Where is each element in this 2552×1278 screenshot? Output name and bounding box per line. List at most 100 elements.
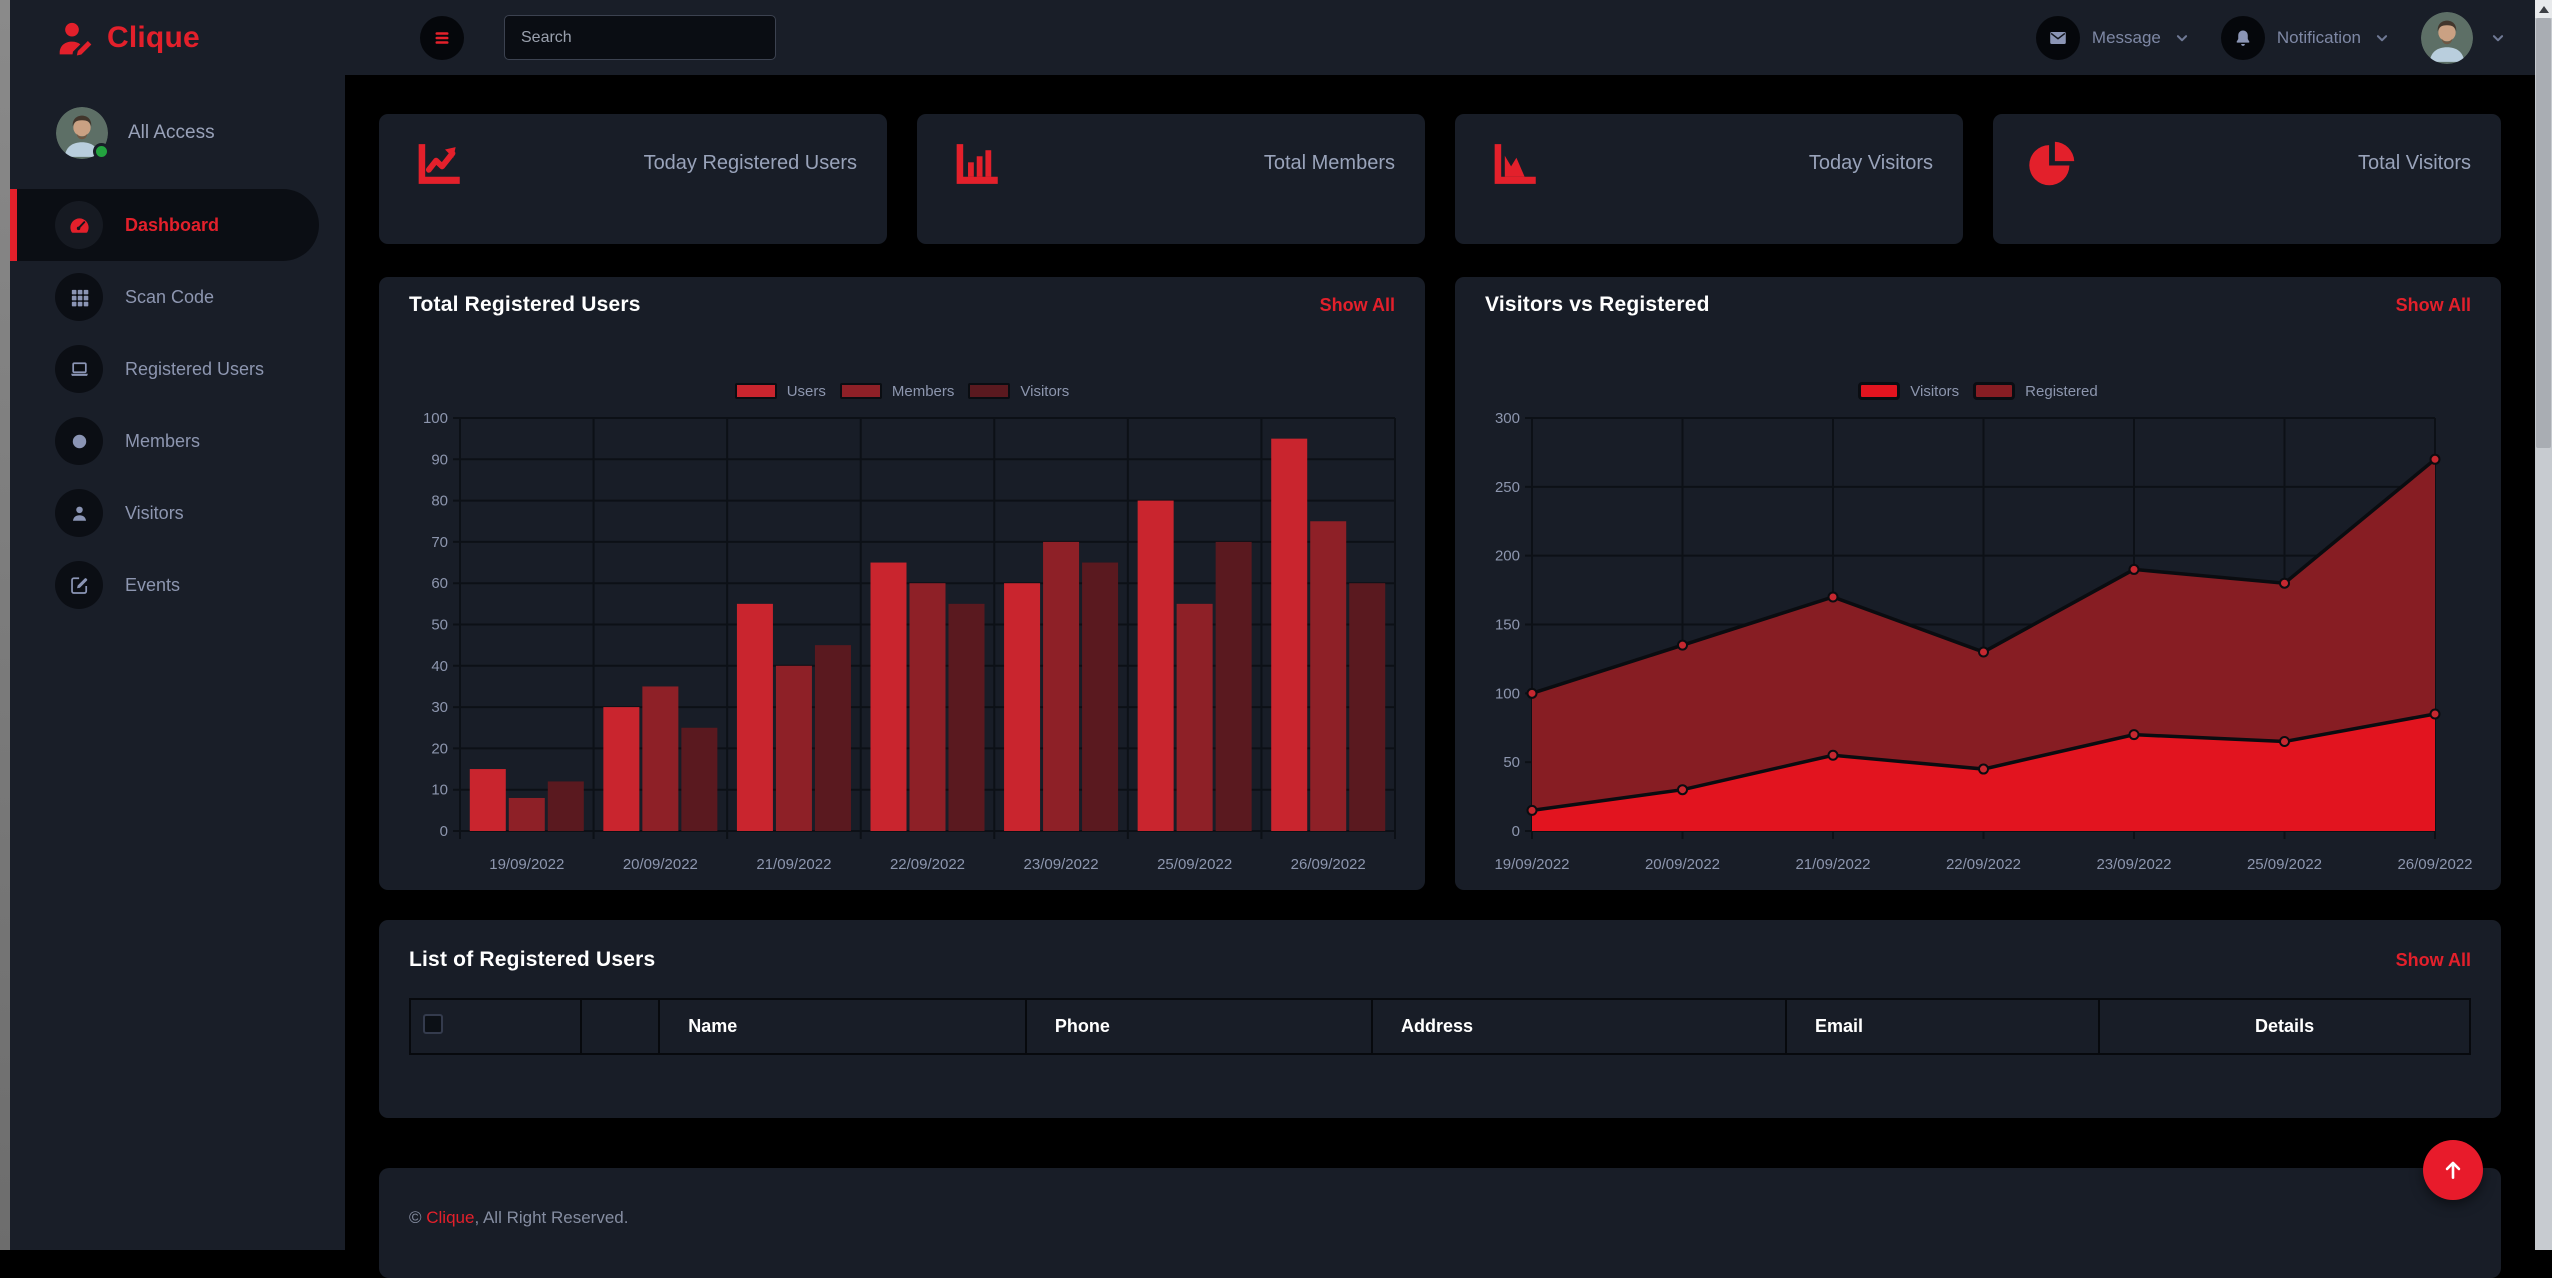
table-title: List of Registered Users — [409, 948, 656, 971]
select-all-checkbox[interactable] — [423, 1014, 443, 1034]
legend-label: Registered — [2025, 382, 2098, 400]
bar-chart-icon — [947, 135, 1005, 193]
table-header-select — [409, 998, 582, 1055]
svg-text:26/09/2022: 26/09/2022 — [1291, 856, 1366, 873]
sidebar-item-dashboard[interactable]: Dashboard — [10, 189, 319, 261]
window-edge-strip — [0, 0, 10, 1250]
svg-text:200: 200 — [1495, 548, 1520, 565]
sidebar-item-label: Dashboard — [125, 214, 220, 235]
svg-text:50: 50 — [431, 617, 448, 634]
svg-text:23/09/2022: 23/09/2022 — [2096, 856, 2171, 873]
sidebar-item-members[interactable]: Members — [10, 405, 345, 477]
stat-card-today-visitors[interactable]: Today Visitors — [1455, 114, 1963, 244]
stat-card-label: Total Members — [1263, 152, 1395, 174]
sidebar-item-scan-code[interactable]: Scan Code — [10, 261, 345, 333]
menu-toggle-button[interactable] — [420, 15, 464, 60]
area-chart: 0 50 100 150 200 250 300 19/09/2022 20/09/2022 21… — [1494, 410, 2472, 873]
sidebar-item-label: Visitors — [125, 502, 184, 523]
laptop-icon — [55, 345, 103, 393]
table-header-label: Address — [1400, 1016, 1474, 1036]
table-header-phone: Phone — [1024, 998, 1373, 1055]
charts-row: Total Registered Users Show All Users Mem… — [379, 277, 2501, 890]
svg-text:21/09/2022: 21/09/2022 — [1795, 856, 1870, 873]
message-label: Message — [2091, 27, 2161, 47]
chevron-down-icon — [2373, 29, 2391, 47]
brand[interactable]: Clique — [55, 18, 380, 58]
svg-text:21/09/2022: 21/09/2022 — [756, 856, 831, 873]
legend-item-registered[interactable]: Registered — [1973, 382, 2098, 400]
chart-title: Visitors vs Registered — [1485, 293, 1710, 316]
total-registered-users-chart-card: Total Registered Users Show All Users Mem… — [379, 277, 1425, 890]
svg-text:20/09/2022: 20/09/2022 — [1645, 856, 1720, 873]
stat-card-total-visitors[interactable]: Total Visitors — [1993, 114, 2501, 244]
legend-item-visitors[interactable]: Visitors — [1858, 382, 1959, 400]
sidebar-menu: Dashboard Scan Code Registered Users Member… — [10, 189, 345, 621]
bell-icon — [2220, 15, 2265, 60]
dot-icon — [55, 417, 103, 465]
gauge-icon — [55, 201, 103, 249]
svg-text:22/09/2022: 22/09/2022 — [890, 856, 965, 873]
brand-name: Clique — [107, 20, 200, 54]
stat-card-label: Today Registered Users — [643, 152, 857, 174]
bar-chart: 0 10 20 30 40 50 60 70 80 90 100 19/09/2022 20/09/20… — [423, 410, 1396, 873]
svg-text:80: 80 — [431, 493, 448, 510]
legend-swatch — [839, 383, 882, 399]
user-menu[interactable] — [2421, 11, 2507, 64]
legend-item-members[interactable]: Members — [839, 383, 954, 400]
svg-text:150: 150 — [1495, 617, 1520, 634]
registered-users-table-card: List of Registered Users Show All Name Ph… — [379, 920, 2501, 1118]
show-all-link[interactable]: Show All — [2395, 294, 2471, 315]
legend-label: Visitors — [1910, 382, 1960, 400]
visitors-vs-registered-chart-card: Visitors vs Registered Show All Visitors… — [1455, 277, 2501, 890]
table-header-address: Address — [1370, 998, 1788, 1055]
legend-swatch — [1973, 382, 2016, 400]
main-content: Today Registered Users Total Members Today… — [345, 75, 2535, 1278]
show-all-link[interactable]: Show All — [2395, 949, 2471, 970]
legend-swatch — [734, 383, 777, 399]
stat-card-label: Total Visitors — [2357, 152, 2471, 174]
svg-text:90: 90 — [431, 451, 448, 468]
scroll-to-top-button[interactable] — [2423, 1140, 2483, 1200]
stat-card-total-members[interactable]: Total Members — [917, 114, 1425, 244]
show-all-link[interactable]: Show All — [1319, 294, 1395, 315]
legend-item-users[interactable]: Users — [734, 383, 826, 400]
table-header-label: Details — [2255, 1016, 2315, 1036]
footer-brand-link[interactable]: Clique — [426, 1208, 475, 1227]
person-icon — [55, 489, 103, 537]
table-header-label: Email — [1815, 1016, 1864, 1036]
pie-chart-icon — [2023, 135, 2081, 193]
area-chart-icon — [1485, 135, 1543, 193]
notification-label: Notification — [2276, 27, 2361, 47]
registered-users-table: Name Phone Address Email Details — [409, 998, 2471, 1055]
scrollbar-up-arrow[interactable] — [2535, 0, 2552, 18]
legend-item-visitors[interactable]: Visitors — [968, 383, 1069, 400]
arrow-up-icon — [2440, 1157, 2466, 1183]
sidebar-item-visitors[interactable]: Visitors — [10, 477, 345, 549]
svg-text:0: 0 — [1512, 823, 1520, 840]
svg-text:22/09/2022: 22/09/2022 — [1946, 856, 2021, 873]
stat-card-today-registered-users[interactable]: Today Registered Users — [379, 114, 887, 244]
svg-text:10: 10 — [431, 782, 448, 799]
profile-label: All Access — [128, 122, 215, 143]
svg-text:26/09/2022: 26/09/2022 — [2397, 856, 2472, 873]
sidebar-item-label: Events — [125, 574, 181, 595]
message-menu[interactable]: Message — [2035, 15, 2191, 60]
area-chart-legend: Visitors Registered — [1455, 379, 2501, 403]
svg-text:23/09/2022: 23/09/2022 — [1024, 856, 1099, 873]
sidebar-item-events[interactable]: Events — [10, 549, 345, 621]
svg-text:20: 20 — [431, 740, 448, 757]
sidebar-item-registered-users[interactable]: Registered Users — [10, 333, 345, 405]
table-header-email: Email — [1785, 998, 2101, 1055]
table-header-label: Name — [688, 1016, 738, 1036]
notification-menu[interactable]: Notification — [2220, 15, 2391, 60]
legend-swatch — [968, 383, 1011, 399]
table-header-spacer — [579, 998, 661, 1055]
table-header-label: Phone — [1054, 1016, 1110, 1036]
vertical-scrollbar[interactable] — [2535, 0, 2552, 1250]
hamburger-icon — [430, 26, 454, 50]
sidebar-profile[interactable]: All Access — [10, 75, 345, 189]
scrollbar-thumb[interactable] — [2536, 18, 2551, 448]
svg-text:100: 100 — [1495, 685, 1520, 702]
search-input[interactable] — [504, 15, 776, 60]
bar-chart-legend: Users Members Visitors — [379, 379, 1425, 403]
